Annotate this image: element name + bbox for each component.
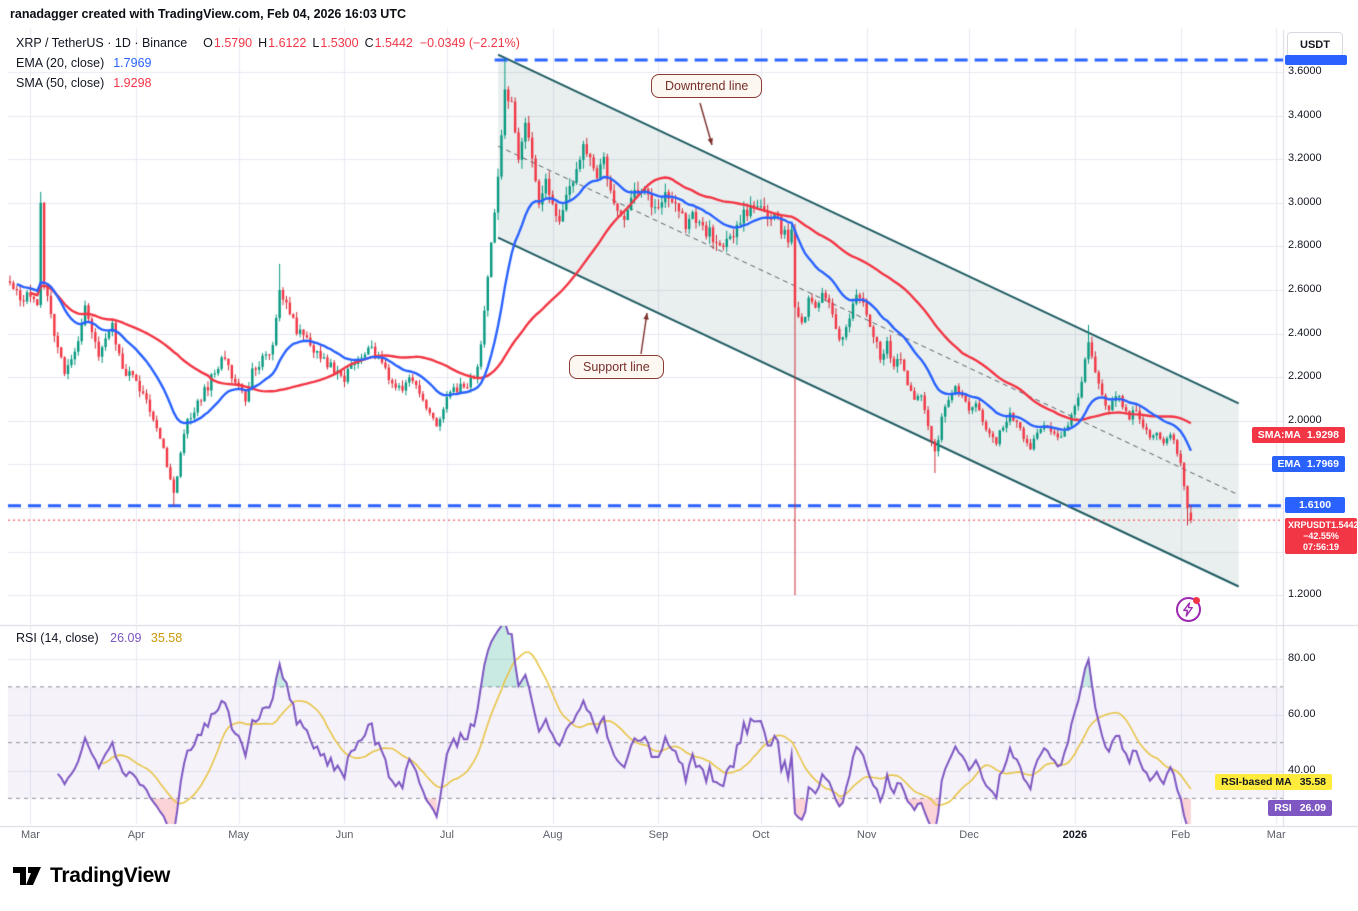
rsi-badge[interactable]: RSI 26.09 — [1268, 800, 1332, 817]
sma-badge-value: 1.9298 — [1306, 429, 1339, 442]
high-pair: H1.6122 — [258, 33, 306, 53]
last-badge-symbol: XRPUSDT — [1288, 520, 1332, 531]
time-axis-label: Mar — [20, 829, 40, 841]
sma-price-badge[interactable]: SMA:MA 1.9298 — [1251, 427, 1345, 444]
price-axis-label: 2.2000 — [1288, 370, 1322, 383]
high-value: 1.6122 — [268, 36, 307, 50]
sma-badge-label: SMA:MA — [1257, 429, 1301, 442]
resistance-price-label-bar — [1285, 55, 1347, 65]
price-axis-label: 3.6000 — [1288, 65, 1322, 77]
close-value: 1.5442 — [374, 36, 413, 50]
rsi-axis-label: 80.00 — [1288, 652, 1316, 664]
lightning-marker[interactable] — [1176, 597, 1201, 622]
low-pair: L1.5300 — [312, 33, 358, 53]
ema-indicator-label: EMA (20, close) — [16, 56, 105, 70]
ema-indicator-row[interactable]: EMA (20, close) 1.7969 — [16, 53, 520, 73]
time-axis[interactable]: Mar Apr May Jun Jul Aug Sep Oct Nov Dec 2026 Feb Mar — [0, 829, 1358, 849]
time-axis-label: Aug — [542, 829, 563, 841]
open-pair: O1.5790 — [203, 33, 252, 53]
annotation-downtrend-line[interactable]: Downtrend line — [651, 74, 763, 98]
time-axis-label: Oct — [752, 829, 770, 841]
rsi-indicator-label: RSI (14, close) — [16, 631, 99, 645]
last-badge-countdown: 07:56:19 — [1302, 542, 1340, 553]
time-axis-label: 2026 — [1062, 829, 1088, 841]
sma-indicator-label: SMA (50, close) — [16, 76, 105, 90]
ema-badge-label: EMA — [1277, 458, 1301, 471]
rsi-ma-badge-value: 35.58 — [1299, 775, 1326, 788]
last-badge-change: −42.55% — [1303, 531, 1339, 542]
time-axis-label: May — [228, 829, 250, 841]
sma-indicator-value: 1.9298 — [113, 76, 152, 90]
close-pair: C1.5442 — [365, 33, 413, 53]
last-badge-value: 1.5442 — [1331, 520, 1358, 531]
rsi-ma-badge-label: RSI-based MA — [1221, 775, 1292, 788]
rsi-ma-indicator-value: 35.58 — [150, 631, 183, 645]
time-axis-label: Mar — [1266, 829, 1286, 841]
time-axis-label: Nov — [856, 829, 877, 841]
price-axis-label: 3.0000 — [1288, 195, 1322, 208]
sma-indicator-row[interactable]: SMA (50, close) 1.9298 — [16, 73, 520, 93]
time-axis-label: Dec — [959, 829, 979, 841]
rsi-indicator-row[interactable]: RSI (14, close) 26.09 35.58 — [16, 631, 182, 645]
rsi-badge-label: RSI — [1274, 802, 1292, 815]
symbol-row[interactable]: XRP / TetherUS · 1D · Binance O1.5790 H1… — [16, 33, 520, 53]
time-axis-label: Jul — [439, 829, 454, 841]
annotation-support-line[interactable]: Support line — [569, 355, 664, 379]
price-axis-label: 2.6000 — [1288, 283, 1322, 295]
ema-badge-value: 1.7969 — [1306, 458, 1339, 471]
price-axis-label: 3.2000 — [1288, 152, 1322, 165]
notification-dot — [1193, 597, 1200, 604]
tradingview-logo[interactable]: TradingView — [12, 864, 170, 888]
price-axis-label: 2.0000 — [1288, 413, 1322, 426]
time-axis-label: Sep — [648, 829, 669, 841]
rsi-axis-label: 40.00 — [1288, 763, 1316, 776]
tradingview-logo-icon — [13, 867, 41, 885]
tradingview-logo-text: TradingView — [50, 864, 171, 887]
lightning-icon — [1183, 602, 1193, 617]
price-axis-label: 1.2000 — [1288, 588, 1322, 601]
symbol-title[interactable]: XRP / TetherUS · 1D · Binance — [16, 36, 188, 50]
ema-indicator-value: 1.7969 — [113, 56, 152, 70]
support-level-value: 1.6100 — [1298, 498, 1332, 511]
rsi-axis-label: 60.00 — [1288, 707, 1316, 720]
price-axis-label: 2.4000 — [1288, 326, 1322, 339]
low-value: 1.5300 — [320, 36, 359, 50]
last-price-badge[interactable]: XRPUSDT 1.5442 −42.55% 07:56:19 — [1285, 518, 1358, 555]
price-axis[interactable]: 3.6000 3.4000 3.2000 3.0000 2.8000 2.6000 2.40… — [1284, 0, 1358, 911]
rsi-indicator-value: 26.09 — [110, 631, 142, 645]
open-label: O — [203, 36, 213, 50]
high-label: H — [258, 36, 268, 50]
change-value: −0.0349 (−2.21%) — [419, 36, 520, 50]
time-axis-label: Jun — [335, 829, 354, 841]
close-label: C — [364, 36, 374, 50]
price-axis-label: 2.8000 — [1288, 239, 1322, 252]
time-axis-label: Feb — [1171, 829, 1191, 841]
main-legend: XRP / TetherUS · 1D · Binance O1.5790 H1… — [16, 33, 520, 93]
open-value: 1.5790 — [213, 36, 253, 50]
support-level-badge[interactable]: 1.6100 — [1285, 496, 1345, 513]
time-axis-label: Apr — [127, 829, 145, 841]
currency-button[interactable]: USDT — [1287, 32, 1343, 57]
attribution-text: ranadagger created with TradingView.com,… — [10, 7, 406, 21]
price-axis-label: 3.4000 — [1288, 108, 1322, 121]
rsi-badge-value: 26.09 — [1299, 802, 1326, 815]
rsi-ma-badge[interactable]: RSI-based MA 35.58 — [1215, 773, 1332, 790]
low-label: L — [312, 36, 320, 50]
ema-price-badge[interactable]: EMA 1.7969 — [1271, 456, 1345, 473]
